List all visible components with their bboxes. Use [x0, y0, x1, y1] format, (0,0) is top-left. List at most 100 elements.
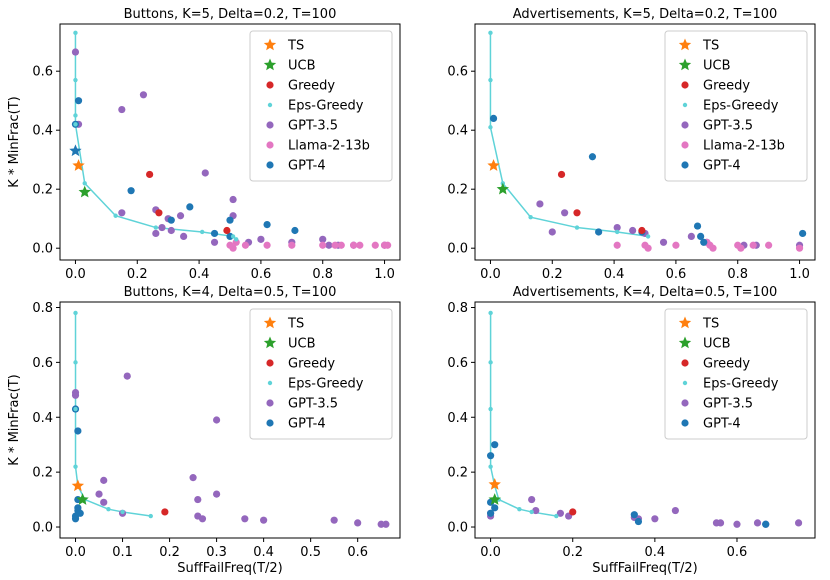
point-eps-greedy [645, 234, 651, 239]
point-gpt-4 [226, 216, 234, 224]
x-tick-label: 0.0 [65, 267, 86, 282]
y-axis-label: K * MinFrac(T) [7, 96, 22, 187]
chart-panel-1: Buttons, K=5, Delta=0.2, T=100 0.0 0.2 0.4 0… [7, 7, 401, 282]
y-tick-label: 0.4 [32, 411, 53, 426]
point-gpt-3.5 [671, 506, 679, 515]
legend-label: GPT-4 [288, 159, 326, 174]
point-gpt-3.5 [330, 516, 338, 524]
point-gpt-3.5 [100, 498, 108, 506]
point-greedy [569, 508, 577, 516]
point-gpt-4 [167, 216, 175, 224]
point-gpt-4 [71, 515, 80, 523]
legend-label: GPT-4 [288, 417, 326, 432]
point-gpt-3.5 [95, 490, 103, 498]
point-eps-greedy [488, 464, 493, 469]
point-eps-greedy [574, 225, 580, 230]
point-gpt-3.5 [118, 209, 126, 217]
point-ucb [488, 493, 501, 505]
legend-label: UCB [703, 59, 731, 74]
legend-marker [681, 399, 689, 407]
legend-label: GPT-3.5 [703, 119, 753, 134]
chart-panel-3: Buttons, K=4, Delta=0.5, T=100 0.0 0.1 0.2 0… [7, 285, 401, 576]
point-gpt-3.5 [123, 372, 131, 380]
chart-title: Advertisements, K=4, Delta=0.5, T=100 [513, 285, 778, 300]
legend-marker [681, 81, 689, 89]
point-eps-greedy [153, 225, 159, 230]
point-greedy [155, 209, 163, 217]
point-gpt-4 [588, 153, 597, 161]
point-gpt-3.5 [257, 235, 265, 243]
point-gpt-4 [186, 203, 194, 211]
point-gpt-3.5 [71, 391, 80, 399]
point-gpt-3.5 [180, 232, 188, 240]
legend-marker [266, 121, 274, 129]
point-gpt-3.5 [536, 200, 544, 208]
x-tick-label: 0.6 [251, 267, 272, 282]
point-eps-greedy [517, 506, 522, 512]
point-gpt-3.5 [167, 226, 175, 235]
legend-label: Greedy [288, 357, 335, 372]
x-tick-label: 0.3 [206, 545, 227, 560]
point-eps-greedy [529, 509, 534, 515]
chart-panel-2: Advertisements, K=5, Delta=0.2, T=100 0.0… [447, 7, 816, 282]
x-tick-label: 0.2 [542, 267, 563, 282]
point-llama-2-13b [229, 244, 237, 252]
legend-marker [267, 380, 273, 386]
point-eps-greedy [73, 113, 78, 118]
x-tick-label: 0.0 [480, 267, 501, 282]
x-tick-label: 0.8 [312, 267, 333, 282]
x-tick-label: 0.4 [189, 267, 210, 282]
point-gpt-3.5 [194, 495, 202, 504]
legend-marker [678, 336, 692, 349]
legend-label: GPT-4 [703, 417, 741, 432]
legend-marker [266, 141, 274, 149]
point-ts [72, 159, 85, 171]
point-gpt-4 [799, 229, 807, 238]
point-gpt-4 [226, 232, 234, 240]
legend: TS UCB Greedy Eps-Greedy GPT-3.5 GPT-4 [249, 308, 393, 440]
chart-title: Buttons, K=4, Delta=0.5, T=100 [124, 285, 337, 300]
legend-label: TS [287, 39, 304, 54]
point-gpt-4 [487, 452, 495, 460]
legend-label: UCB [703, 337, 731, 352]
x-tick-label: 0.1 [112, 545, 133, 560]
y-tick-label: 0.6 [447, 356, 468, 371]
y-tick-label: 0.2 [447, 183, 468, 198]
legend: TS UCB Greedy Eps-Greedy GPT-3.5 GPT-4 [664, 308, 808, 440]
x-tick-label: 0.8 [727, 267, 748, 282]
point-gpt-4 [74, 97, 83, 105]
point-gpt-4 [69, 144, 82, 157]
legend-box [664, 308, 808, 440]
point-eps-greedy [488, 360, 493, 365]
point-greedy [146, 170, 154, 179]
legend-marker [681, 161, 689, 169]
legend-box [249, 30, 393, 182]
point-llama-2-13b [765, 241, 773, 249]
legend-label: Greedy [703, 357, 750, 372]
point-gpt-4 [210, 229, 219, 238]
point-gpt-3.5 [176, 212, 185, 220]
legend-marker [267, 102, 273, 108]
point-eps-greedy [488, 77, 493, 83]
point-eps-greedy [148, 513, 153, 519]
x-tick-label: 0.2 [127, 267, 148, 282]
point-ts [488, 477, 501, 490]
point-eps-greedy [73, 77, 78, 83]
legend-marker [263, 316, 277, 329]
point-llama-2-13b [319, 241, 327, 249]
x-tick-label: 1.0 [374, 267, 395, 282]
point-gpt-3.5 [71, 48, 80, 56]
x-tick-label: 0.5 [300, 545, 321, 560]
legend-label: Greedy [288, 79, 335, 94]
point-llama-2-13b [613, 241, 621, 249]
point-gpt-3.5 [613, 223, 621, 232]
legend-marker [682, 102, 688, 108]
axes-frame [59, 301, 401, 539]
legend-marker [682, 380, 688, 386]
y-tick-label: 0.0 [32, 521, 53, 536]
y-tick-label: 0.6 [32, 65, 53, 80]
point-gpt-3.5 [629, 226, 637, 235]
eps-greedy-line [489, 312, 557, 517]
point-eps-greedy [82, 181, 87, 186]
legend-marker [266, 359, 274, 367]
